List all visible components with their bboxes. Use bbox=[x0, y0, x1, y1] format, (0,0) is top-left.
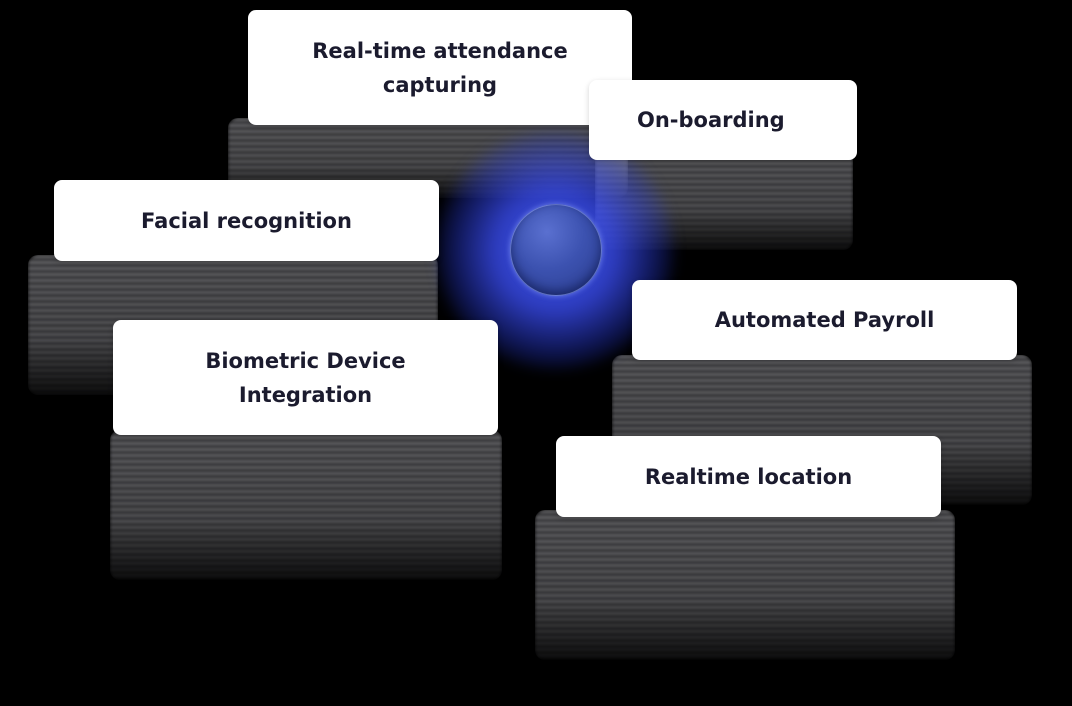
feature-label: Real-time attendance capturing bbox=[312, 38, 568, 97]
card-shadow bbox=[535, 510, 955, 660]
feature-card-location: Realtime location bbox=[556, 436, 941, 517]
feature-label: Automated Payroll bbox=[714, 308, 935, 332]
feature-label: Biometric Device Integration bbox=[205, 348, 406, 407]
feature-label: On-boarding bbox=[637, 108, 785, 132]
orb-icon bbox=[510, 204, 602, 296]
feature-card-biometric: Biometric Device Integration bbox=[113, 320, 498, 435]
feature-card-facial-recognition: Facial recognition bbox=[54, 180, 439, 261]
feature-card-attendance: Real-time attendance capturing bbox=[248, 10, 632, 125]
card-shadow bbox=[110, 430, 502, 580]
feature-label: Realtime location bbox=[644, 464, 853, 489]
feature-card-onboarding: On-boarding bbox=[589, 80, 857, 160]
feature-label: Facial recognition bbox=[141, 208, 352, 233]
feature-card-payroll: Automated Payroll bbox=[632, 280, 1017, 360]
